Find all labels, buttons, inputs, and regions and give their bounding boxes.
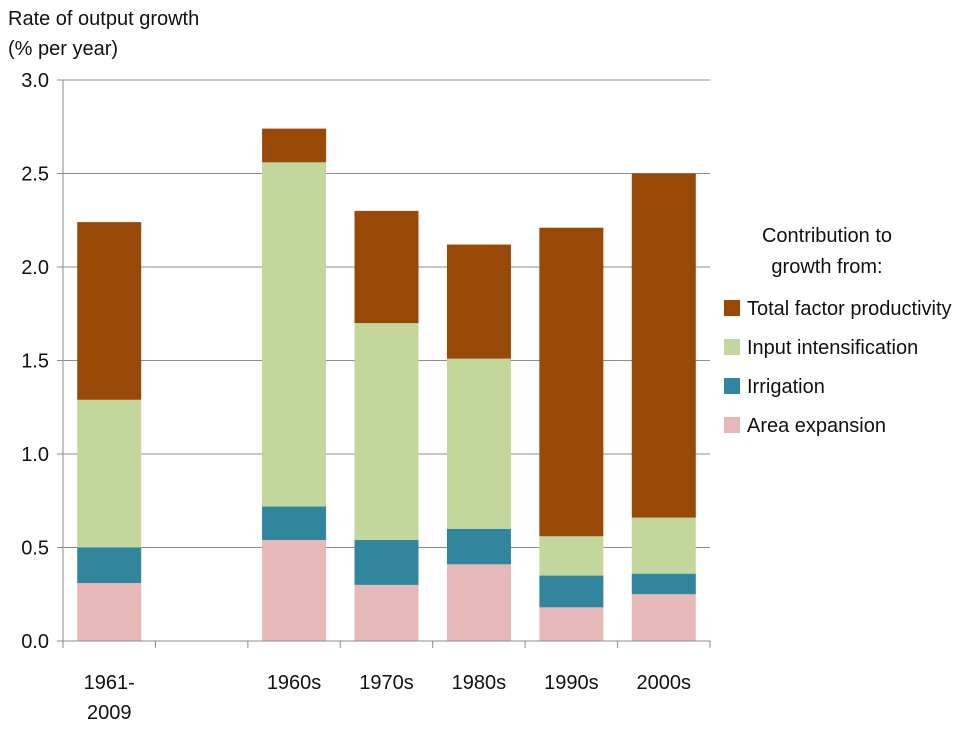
- y-tick-label: 0.5: [21, 538, 49, 560]
- bar-segment: [631, 573, 696, 595]
- y-tick-label: 2.5: [21, 164, 49, 186]
- bar-segment: [77, 222, 142, 400]
- bar-segment: [631, 173, 696, 518]
- bar-segment: [77, 399, 142, 548]
- y-tick-label: 2.0: [21, 257, 49, 279]
- y-tick-label: 1.5: [21, 351, 49, 373]
- legend-swatch: [724, 300, 740, 316]
- legend: Contribution to growth from: Total factor …: [724, 225, 952, 437]
- bar-segment: [354, 210, 419, 324]
- bar-segment: [446, 564, 511, 641]
- legend-entry-label: Total factor productivity: [747, 298, 952, 320]
- bar-segment: [631, 594, 696, 641]
- legend-entry-label: Irrigation: [747, 376, 825, 398]
- bar-segment: [354, 584, 419, 641]
- y-axis-label-line: (% per year): [8, 38, 118, 60]
- y-tick-label: 1.0: [21, 444, 49, 466]
- bars: [77, 128, 696, 641]
- x-tick-label: 1961-: [84, 672, 135, 694]
- y-tick-label: 3.0: [21, 70, 49, 92]
- x-tick-label: 2000s: [637, 672, 692, 694]
- legend-title: Contribution to: [762, 225, 892, 247]
- bar-segment: [539, 536, 604, 576]
- bar-segment: [446, 528, 511, 565]
- bar-segment: [446, 358, 511, 529]
- y-axis-label: Rate of output growth (% per year): [8, 8, 199, 60]
- legend-entry-label: Input intensification: [747, 337, 918, 359]
- x-axis-ticks: 1961- 2009 1960s 1970s 1980s 1990s 2000s: [62, 641, 711, 724]
- bar-segment: [262, 506, 327, 541]
- legend-swatch: [724, 417, 740, 433]
- y-tick-label: 0.0: [21, 631, 49, 653]
- legend-swatch: [724, 339, 740, 355]
- legend-title: growth from:: [771, 256, 882, 278]
- bar-segment: [539, 575, 604, 608]
- x-tick-label: 1960s: [267, 672, 322, 694]
- axes: [62, 80, 710, 642]
- x-tick-label: 1990s: [544, 672, 599, 694]
- bar-segment: [354, 323, 419, 541]
- bar-segment: [354, 540, 419, 585]
- legend-swatch: [724, 378, 740, 394]
- bar-segment: [631, 517, 696, 574]
- bar-segment: [77, 583, 142, 641]
- y-axis-label-line: Rate of output growth: [8, 8, 199, 30]
- x-tick-label: 1980s: [452, 672, 507, 694]
- x-tick-label: 1970s: [359, 672, 414, 694]
- legend-entry-label: Area expansion: [747, 415, 886, 437]
- bar-segment: [262, 128, 327, 163]
- y-axis-ticks: 0.0 0.5 1.0 1.5 2.0 2.5 3.0: [21, 70, 63, 653]
- x-tick-label: 2009: [87, 702, 132, 724]
- bar-segment: [539, 227, 604, 537]
- bar-segment: [446, 244, 511, 359]
- bar-segment: [262, 162, 327, 507]
- bar-segment: [77, 547, 142, 584]
- bar-segment: [262, 540, 327, 641]
- bar-segment: [539, 607, 604, 641]
